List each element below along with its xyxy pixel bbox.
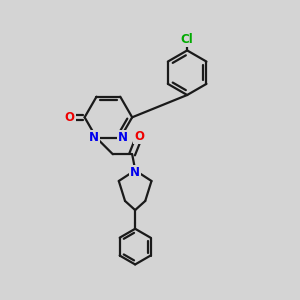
- Text: Cl: Cl: [181, 33, 194, 46]
- Text: N: N: [89, 131, 99, 144]
- Text: O: O: [134, 130, 144, 143]
- Text: O: O: [65, 111, 75, 124]
- Text: N: N: [130, 166, 140, 179]
- Text: N: N: [118, 131, 128, 144]
